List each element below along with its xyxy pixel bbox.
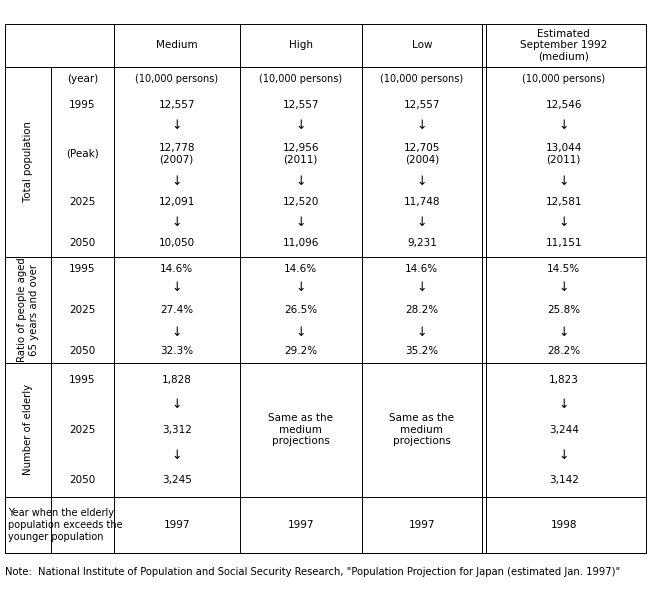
Text: 11,096: 11,096 [283,238,319,248]
Text: Number of elderly: Number of elderly [23,384,33,476]
Text: 1998: 1998 [551,520,577,530]
Text: 1995: 1995 [69,100,96,110]
Text: 2050: 2050 [69,474,96,484]
Text: 9,231: 9,231 [407,238,437,248]
Text: 27.4%: 27.4% [160,304,193,314]
Text: 1995: 1995 [69,264,96,274]
Text: ↓: ↓ [559,216,569,229]
Text: 28.2%: 28.2% [547,346,580,356]
Text: Year when the elderly
population exceeds the
younger population: Year when the elderly population exceeds… [8,509,122,542]
Text: ↓: ↓ [296,281,306,294]
Text: Total population: Total population [23,122,33,202]
Text: ↓: ↓ [559,398,569,411]
Text: ↓: ↓ [171,216,182,229]
Text: 3,142: 3,142 [549,474,579,484]
Text: High: High [289,40,312,50]
Text: 1,828: 1,828 [162,375,191,385]
Text: (10,000 persons): (10,000 persons) [522,74,605,84]
Text: 2050: 2050 [69,346,96,356]
Text: 12,546: 12,546 [546,100,582,110]
Text: (Peak): (Peak) [66,149,99,159]
Text: 12,705
(2004): 12,705 (2004) [404,143,440,164]
Text: 10,050: 10,050 [159,238,195,248]
Text: 28.2%: 28.2% [406,304,438,314]
Text: ↓: ↓ [559,281,569,294]
Text: 3,245: 3,245 [162,474,191,484]
Text: 2025: 2025 [69,425,96,435]
Text: (10,000 persons): (10,000 persons) [259,74,342,84]
Text: 14.5%: 14.5% [547,264,580,274]
Text: 32.3%: 32.3% [160,346,193,356]
Text: 1997: 1997 [288,520,314,530]
Text: Ratio of people aged
65 years and over: Ratio of people aged 65 years and over [17,257,39,362]
Text: ↓: ↓ [171,326,182,339]
Text: (10,000 persons): (10,000 persons) [380,74,464,84]
Text: ↓: ↓ [171,398,182,411]
Text: ↓: ↓ [171,119,182,132]
Text: ↓: ↓ [559,448,569,461]
Text: (10,000 persons): (10,000 persons) [135,74,218,84]
Text: Medium: Medium [156,40,197,50]
Text: 26.5%: 26.5% [284,304,317,314]
Text: 3,312: 3,312 [162,425,191,435]
Text: ↓: ↓ [171,281,182,294]
Text: ↓: ↓ [417,326,427,339]
Text: 2025: 2025 [69,304,96,314]
Text: Estimated
September 1992
(medium): Estimated September 1992 (medium) [520,29,607,62]
Text: 12,557: 12,557 [158,100,195,110]
Text: ↓: ↓ [417,175,427,188]
Text: ↓: ↓ [296,216,306,229]
Text: 13,044
(2011): 13,044 (2011) [546,143,582,164]
Text: ↓: ↓ [559,119,569,132]
Text: 1995: 1995 [69,375,96,385]
Text: 12,557: 12,557 [283,100,319,110]
Text: ↓: ↓ [417,281,427,294]
Text: 1997: 1997 [163,520,190,530]
Text: ↓: ↓ [559,326,569,339]
Text: 2050: 2050 [69,238,96,248]
Text: ↓: ↓ [417,216,427,229]
Text: ↓: ↓ [171,175,182,188]
Text: 11,748: 11,748 [404,197,440,207]
Text: ↓: ↓ [296,326,306,339]
Text: 25.8%: 25.8% [547,304,580,314]
Text: 11,151: 11,151 [546,238,582,248]
Text: ↓: ↓ [171,448,182,461]
Text: 14.6%: 14.6% [160,264,193,274]
Text: 14.6%: 14.6% [284,264,317,274]
Text: ↓: ↓ [559,175,569,188]
Text: Same as the
medium
projections: Same as the medium projections [268,413,333,446]
Text: ↓: ↓ [417,119,427,132]
Text: 29.2%: 29.2% [284,346,317,356]
Text: Low: Low [411,40,432,50]
Text: 12,956
(2011): 12,956 (2011) [283,143,319,164]
Text: 2025: 2025 [69,197,96,207]
Text: 35.2%: 35.2% [406,346,438,356]
Text: 1997: 1997 [409,520,435,530]
Text: Note:  National Institute of Population and Social Security Research, "Populatio: Note: National Institute of Population a… [5,568,620,577]
Text: ↓: ↓ [296,175,306,188]
Text: (year): (year) [66,74,98,84]
Text: 12,520: 12,520 [283,197,319,207]
Text: ↓: ↓ [296,119,306,132]
Text: 3,244: 3,244 [549,425,579,435]
Text: 12,581: 12,581 [546,197,582,207]
Text: 12,778
(2007): 12,778 (2007) [158,143,195,164]
Text: 12,091: 12,091 [159,197,195,207]
Text: 1,823: 1,823 [549,375,579,385]
Text: 12,557: 12,557 [404,100,440,110]
Text: 14.6%: 14.6% [406,264,438,274]
Text: Same as the
medium
projections: Same as the medium projections [389,413,454,446]
